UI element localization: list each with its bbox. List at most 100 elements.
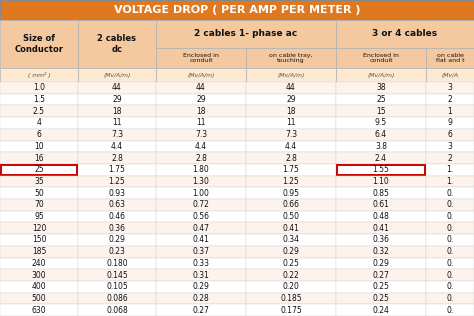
Bar <box>426 246 474 258</box>
Bar <box>78 293 156 304</box>
Bar <box>426 117 474 129</box>
Text: 7.3: 7.3 <box>285 130 297 139</box>
Text: 0.50: 0.50 <box>283 212 300 221</box>
Bar <box>336 176 426 187</box>
Bar <box>336 187 426 199</box>
Text: 0.32: 0.32 <box>373 247 390 256</box>
Text: 6.4: 6.4 <box>375 130 387 139</box>
Text: 500: 500 <box>32 294 46 303</box>
Bar <box>336 20 474 48</box>
Text: 2 cables 1- phase ac: 2 cables 1- phase ac <box>194 29 298 39</box>
Bar <box>78 199 156 211</box>
Text: 0.36: 0.36 <box>109 224 126 233</box>
Text: 0.31: 0.31 <box>192 270 210 280</box>
Text: 3 or 4 cables: 3 or 4 cables <box>373 29 438 39</box>
Text: 2: 2 <box>447 95 452 104</box>
Bar <box>156 129 246 141</box>
Text: 1.10: 1.10 <box>373 177 389 186</box>
Bar <box>156 281 246 293</box>
Bar <box>246 258 336 269</box>
Bar <box>426 164 474 176</box>
Bar <box>0 234 78 246</box>
Text: 1.5: 1.5 <box>33 95 45 104</box>
Text: 1.25: 1.25 <box>109 177 126 186</box>
Bar <box>78 82 156 94</box>
Text: 300: 300 <box>32 270 46 280</box>
Text: 0.34: 0.34 <box>283 235 300 245</box>
Bar <box>246 48 336 68</box>
Text: 7.3: 7.3 <box>111 130 123 139</box>
Text: 2.5: 2.5 <box>33 107 45 116</box>
Text: 0.41: 0.41 <box>373 224 390 233</box>
Text: 0.145: 0.145 <box>106 270 128 280</box>
Bar <box>246 211 336 222</box>
Text: 0.22: 0.22 <box>283 270 300 280</box>
Bar <box>78 269 156 281</box>
Text: 1: 1 <box>447 107 452 116</box>
Bar <box>246 234 336 246</box>
Text: 0.61: 0.61 <box>373 200 390 209</box>
Text: 240: 240 <box>32 259 46 268</box>
Text: VOLTAGE DROP ( PER AMP PER METER ): VOLTAGE DROP ( PER AMP PER METER ) <box>114 5 360 15</box>
Text: 10: 10 <box>34 142 44 151</box>
Bar <box>156 293 246 304</box>
Text: 4.4: 4.4 <box>195 142 207 151</box>
Text: 0.29: 0.29 <box>373 259 390 268</box>
Text: 150: 150 <box>32 235 46 245</box>
Bar <box>426 176 474 187</box>
Text: 6: 6 <box>447 130 453 139</box>
Text: 0.175: 0.175 <box>280 306 302 315</box>
Text: 18: 18 <box>286 107 296 116</box>
Bar <box>246 106 336 117</box>
Text: 25: 25 <box>34 165 44 174</box>
Bar <box>0 281 78 293</box>
Text: 0.: 0. <box>447 270 454 280</box>
Bar <box>0 94 78 106</box>
Bar <box>337 165 425 175</box>
Text: Enclosed in
conduit: Enclosed in conduit <box>363 52 399 64</box>
Text: 29: 29 <box>112 95 122 104</box>
Text: 0.23: 0.23 <box>109 247 126 256</box>
Bar <box>246 269 336 281</box>
Bar <box>336 211 426 222</box>
Bar <box>156 176 246 187</box>
Text: 1.00: 1.00 <box>192 189 210 198</box>
Text: 0.: 0. <box>447 247 454 256</box>
Text: (Mv/A/m): (Mv/A/m) <box>277 72 305 77</box>
Bar <box>78 20 156 68</box>
Text: 0.25: 0.25 <box>283 259 300 268</box>
Text: 9: 9 <box>447 118 453 127</box>
Text: 0.63: 0.63 <box>109 200 126 209</box>
Bar <box>246 176 336 187</box>
Bar <box>246 222 336 234</box>
Text: Size of
Conductor: Size of Conductor <box>15 34 64 54</box>
Text: 0.41: 0.41 <box>192 235 210 245</box>
Text: 2.8: 2.8 <box>195 154 207 162</box>
Text: 50: 50 <box>34 189 44 198</box>
Bar <box>0 68 78 82</box>
Bar <box>78 152 156 164</box>
Bar <box>336 269 426 281</box>
Bar <box>246 246 336 258</box>
Text: 15: 15 <box>376 107 386 116</box>
Bar <box>0 258 78 269</box>
Bar <box>156 211 246 222</box>
Bar <box>78 211 156 222</box>
Bar <box>0 152 78 164</box>
Bar <box>336 48 426 68</box>
Bar <box>336 246 426 258</box>
Text: 44: 44 <box>196 83 206 92</box>
Bar <box>336 304 426 316</box>
Text: 0.33: 0.33 <box>192 259 210 268</box>
Bar <box>426 187 474 199</box>
Text: (Mv/A/m): (Mv/A/m) <box>103 72 131 77</box>
Text: 25: 25 <box>376 95 386 104</box>
Text: 18: 18 <box>112 107 122 116</box>
Bar <box>246 129 336 141</box>
Bar <box>156 234 246 246</box>
Text: 185: 185 <box>32 247 46 256</box>
Bar <box>156 222 246 234</box>
Bar <box>426 106 474 117</box>
Text: 0.: 0. <box>447 294 454 303</box>
Text: 0.93: 0.93 <box>109 189 126 198</box>
